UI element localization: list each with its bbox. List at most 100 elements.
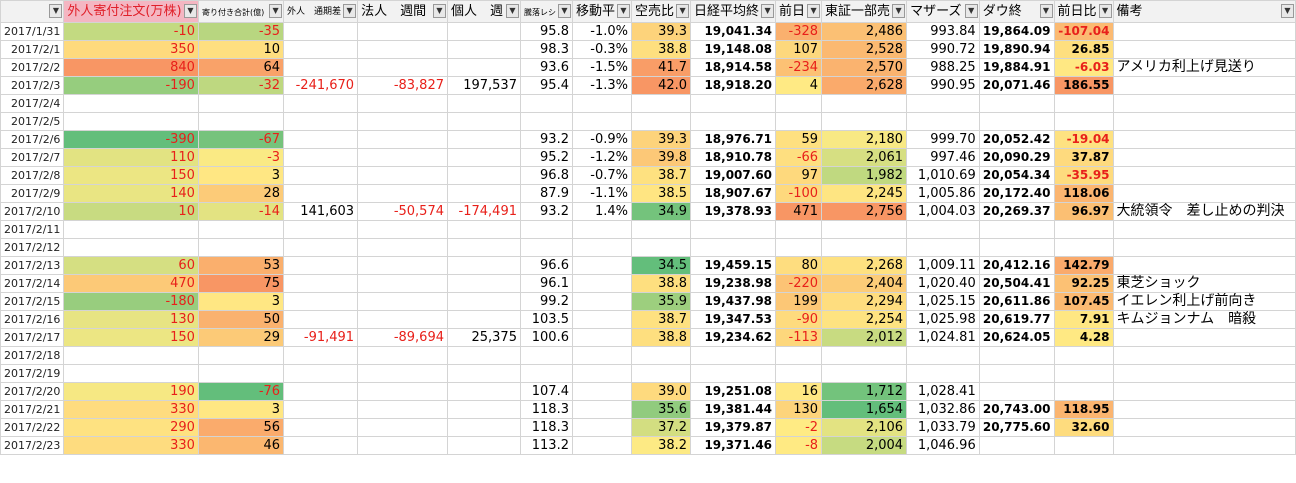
cell: 38.8 [630, 40, 692, 59]
cell: 80 [775, 256, 823, 275]
filter-button[interactable]: ▼ [892, 4, 906, 18]
cell: 107.45 [1053, 292, 1114, 311]
cell [357, 256, 448, 275]
date-cell: 2017/1/31 [0, 22, 65, 41]
cell [283, 346, 359, 365]
cell [447, 346, 521, 365]
cell: 19,251.08 [690, 382, 777, 401]
cell [63, 364, 199, 383]
cell [690, 238, 777, 257]
cell [447, 112, 521, 131]
filter-button[interactable]: ▼ [807, 4, 821, 18]
filter-button[interactable]: ▼ [676, 4, 690, 18]
cell: 1,009.11 [906, 256, 980, 275]
spreadsheet: ▼ 外人寄付注文(万株) ▼ 寄り付き合計(億) ▼ 外人 通期差 ▼ 法人 週間 ▼ 個人 週 ▼… [0, 0, 1296, 455]
filter-button[interactable]: ▼ [433, 4, 446, 18]
filter-button[interactable]: ▼ [964, 4, 978, 18]
cell [357, 274, 448, 293]
cell: 38.7 [630, 310, 692, 329]
date-cell: 2017/2/4 [0, 94, 65, 113]
cell: 1,025.15 [906, 292, 980, 311]
cell [519, 112, 573, 131]
cell: 1,004.03 [906, 202, 980, 221]
cell [197, 112, 285, 131]
filter-button[interactable]: ▼ [49, 4, 63, 18]
cell [1112, 148, 1296, 167]
cell [1053, 238, 1114, 257]
filter-button[interactable]: ▼ [1098, 4, 1112, 18]
filter-button[interactable]: ▼ [269, 4, 283, 18]
cell: 19,459.15 [690, 256, 777, 275]
cell [571, 382, 633, 401]
cell [197, 94, 285, 113]
cell: 2,180 [821, 130, 908, 149]
cell [447, 130, 521, 149]
sheet-row: 2017/2/13 60 53 96.6 34.5 19,459.15 80 2,268 1,0… [0, 256, 1296, 275]
cell [978, 238, 1055, 257]
cell: -50,574 [357, 202, 448, 221]
cell: 39.3 [630, 130, 692, 149]
cell: 34.5 [630, 256, 692, 275]
cell [283, 292, 359, 311]
header-label: 空売比 [635, 4, 675, 19]
filter-button[interactable]: ▼ [557, 4, 571, 18]
cell [357, 364, 448, 383]
cell [447, 166, 521, 185]
cell [283, 382, 359, 401]
cell: 38.5 [630, 184, 692, 203]
cell [571, 274, 633, 293]
cell: 2,268 [821, 256, 908, 275]
cell: 2,570 [821, 58, 908, 77]
cell [775, 346, 823, 365]
cell: -234 [775, 58, 823, 77]
cell [63, 112, 199, 131]
cell [1053, 382, 1114, 401]
cell [571, 220, 633, 239]
cell [906, 112, 980, 131]
cell: 142.79 [1053, 256, 1114, 275]
sheet-row: 2017/2/3 -190 -32 -241,670 -83,827 197,537 95.… [0, 76, 1296, 95]
cell: -174,491 [447, 202, 521, 221]
cell: 96.6 [519, 256, 573, 275]
cell: 1,033.79 [906, 418, 980, 437]
cell [357, 148, 448, 167]
cell: 118.95 [1053, 400, 1114, 419]
cell: 96.8 [519, 166, 573, 185]
cell: 95.4 [519, 76, 573, 95]
filter-button[interactable]: ▼ [617, 4, 630, 18]
cell: 10 [63, 202, 199, 221]
cell [447, 238, 521, 257]
cell [357, 130, 448, 149]
cell: -220 [775, 274, 823, 293]
cell [447, 148, 521, 167]
sheet-row: 2017/2/5 [0, 112, 1296, 131]
cell [978, 382, 1055, 401]
cell [357, 346, 448, 365]
filter-button[interactable]: ▼ [1281, 4, 1294, 18]
cell: -190 [63, 76, 199, 95]
filter-button[interactable]: ▼ [1039, 4, 1053, 18]
cell: 988.25 [906, 58, 980, 77]
cell [447, 94, 521, 113]
filter-button[interactable]: ▼ [183, 4, 197, 18]
cell [357, 238, 448, 257]
cell: 93.6 [519, 58, 573, 77]
cell: 190 [63, 382, 199, 401]
cell: -66 [775, 148, 823, 167]
cell [1053, 436, 1114, 455]
cell: -35 [197, 22, 285, 41]
cell [571, 328, 633, 347]
cell: 2,245 [821, 184, 908, 203]
cell [1112, 418, 1296, 437]
sheet-row: 2017/2/14 470 75 96.1 38.8 19,238.98 -220 2,404… [0, 274, 1296, 293]
cell [447, 58, 521, 77]
cell: 60 [63, 256, 199, 275]
filter-button[interactable]: ▼ [343, 4, 357, 18]
cell [447, 418, 521, 437]
cell: 20,172.40 [978, 184, 1055, 203]
cell: 98.3 [519, 40, 573, 59]
filter-button[interactable]: ▼ [761, 4, 775, 18]
cell: 2,486 [821, 22, 908, 41]
cell: 130 [775, 400, 823, 419]
filter-button[interactable]: ▼ [505, 4, 519, 18]
